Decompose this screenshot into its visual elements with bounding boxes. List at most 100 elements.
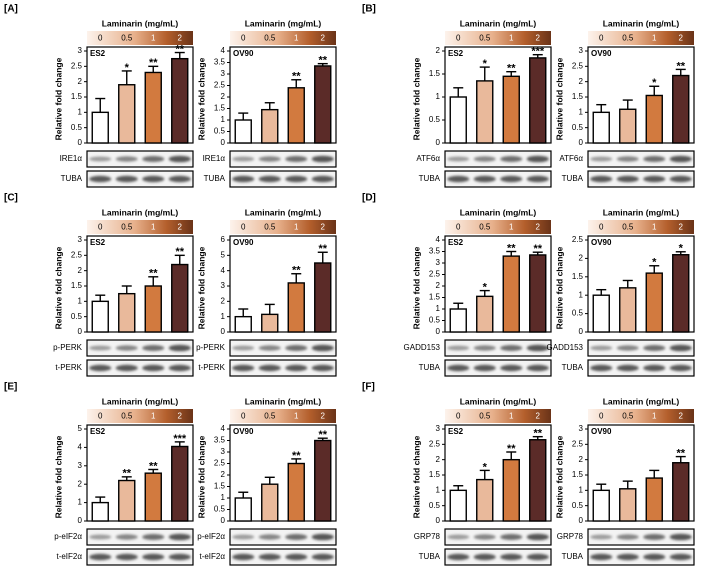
blot-band (500, 345, 523, 351)
significance: ** (122, 468, 131, 480)
dose-label: 2 (178, 34, 183, 43)
blot-band (590, 345, 613, 351)
blot-band (616, 175, 639, 183)
bar (261, 313, 279, 333)
y-tick-label: 1 (579, 485, 584, 494)
blot-band (258, 345, 281, 351)
blot-label: TUBA (419, 552, 441, 561)
y-tick-label: 0.5 (71, 123, 83, 132)
panel-label: [A] (4, 4, 18, 15)
y-tick-label: 0.5 (429, 316, 441, 325)
bar (592, 111, 610, 144)
bar (261, 108, 279, 144)
blot-label: t-eIF2α (199, 552, 225, 561)
y-tick-label: 3 (78, 461, 83, 470)
blot-band (526, 533, 549, 541)
chart-title: Laminarin (mg/mL) (460, 18, 537, 28)
y-tick-label: 3.5 (214, 436, 226, 445)
bar (529, 439, 547, 522)
cell-line-label: OV90 (233, 49, 254, 58)
y-tick-label: 2 (221, 470, 226, 479)
significance: ** (507, 443, 516, 455)
bar (502, 255, 520, 333)
y-tick-label: 0 (78, 516, 83, 525)
blot-label: TUBA (204, 174, 226, 183)
blot-band (142, 364, 165, 372)
panel-label: [F] (362, 382, 375, 393)
blot-label: TUBA (562, 363, 584, 372)
y-tick-label: 2 (436, 455, 441, 464)
blot-label: t-PERK (198, 363, 225, 372)
blot-band (473, 156, 496, 162)
blot-strip (444, 548, 552, 566)
y-tick-label: 3 (221, 69, 226, 78)
bar (287, 462, 305, 522)
dose-label: 0.5 (264, 34, 276, 43)
dose-label: 1 (509, 412, 514, 421)
blot-strip (444, 170, 552, 188)
bar (592, 489, 610, 522)
dose-label: 0.5 (622, 412, 634, 421)
significance: ** (676, 60, 685, 72)
blot-band (311, 553, 334, 561)
y-tick-label: 0.5 (429, 501, 441, 510)
dose-label: 1 (509, 223, 514, 232)
y-axis-label: Relative fold change (196, 246, 206, 329)
bar (261, 483, 279, 522)
blot-label: GRP78 (414, 532, 441, 541)
bar (619, 488, 637, 522)
blot-band (669, 155, 692, 163)
blot-strip (86, 170, 194, 188)
cell-line-label: ES2 (90, 49, 106, 58)
significance: ** (292, 265, 301, 277)
y-tick-label: 2 (436, 281, 441, 290)
significance: ** (149, 268, 158, 280)
cell-line-label: ES2 (448, 49, 464, 58)
blot-strip (587, 170, 695, 188)
y-tick-label: 2 (221, 296, 226, 305)
dose-gradient (588, 220, 694, 234)
y-axis-label: Relative fold change (554, 246, 564, 329)
blot-band (669, 175, 692, 183)
blot-band (669, 553, 692, 561)
blot-label: GADD153 (404, 343, 441, 352)
blot-band (447, 175, 470, 183)
significance: ** (149, 57, 158, 69)
dose-label: 0.5 (479, 223, 491, 232)
blot-strip (587, 339, 695, 357)
dose-gradient (445, 31, 551, 45)
dose-label: 1 (294, 412, 299, 421)
plot-frame (587, 46, 695, 144)
dose-gradient (445, 220, 551, 234)
dose-label: 2 (679, 34, 684, 43)
blot-band (232, 156, 255, 162)
y-tick-label: 2 (579, 254, 584, 263)
blot-strip (86, 150, 194, 168)
y-tick-label: 1.5 (71, 281, 83, 290)
blot-band (115, 553, 138, 561)
blot-strip (444, 359, 552, 377)
significance: *** (173, 433, 187, 445)
blot-band (311, 533, 334, 541)
blot-band (473, 534, 496, 540)
blot-band (616, 156, 639, 162)
blot-band (669, 344, 692, 352)
dose-gradient (87, 409, 193, 423)
bar (287, 282, 305, 333)
y-tick-label: 2 (436, 46, 441, 55)
bar (287, 87, 305, 144)
chart-title: Laminarin (mg/mL) (460, 396, 537, 406)
blot-strip (229, 528, 337, 546)
bar (449, 489, 467, 522)
dose-gradient (445, 409, 551, 423)
blot-band (168, 364, 191, 372)
blot-label: TUBA (562, 552, 584, 561)
dose-label: 1 (509, 34, 514, 43)
bar (672, 74, 690, 144)
y-axis-label: Relative fold change (554, 57, 564, 140)
bar (171, 263, 189, 333)
y-tick-label: 0 (221, 516, 226, 525)
blot-label: TUBA (419, 363, 441, 372)
y-tick-label: 0.5 (572, 123, 584, 132)
dose-gradient (230, 409, 336, 423)
